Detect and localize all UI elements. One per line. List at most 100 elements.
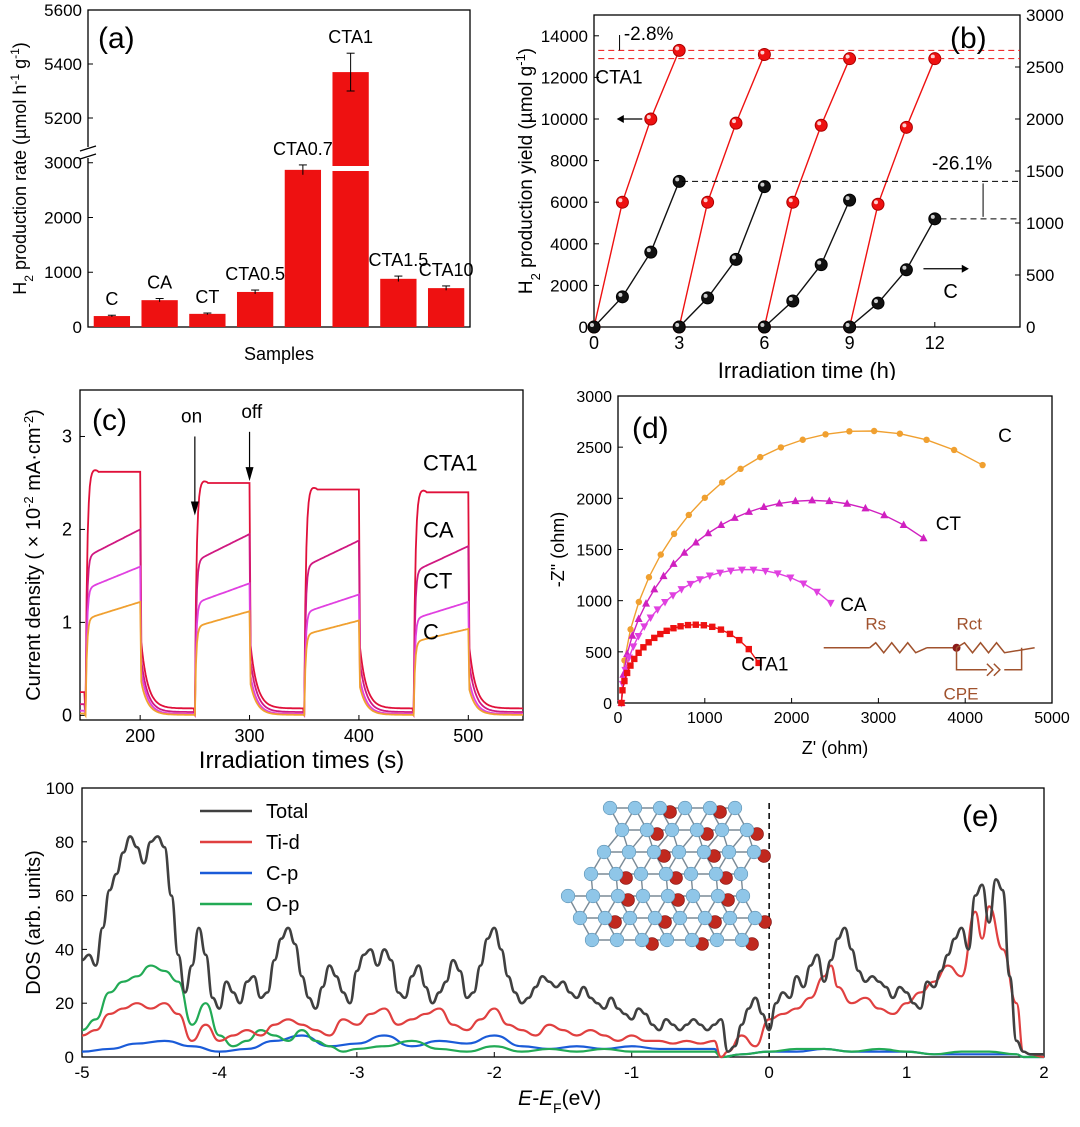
series-CTA1-point [631,655,638,663]
series-C-point [757,180,771,194]
point-highlight [590,323,594,327]
y-tick-label: 5200 [44,109,82,128]
y-tick-label: 3000 [44,154,82,173]
series-CTA1-point [709,623,716,631]
panel-label: (d) [632,412,669,445]
series-CTA1-point [745,645,752,653]
y-axis-title-part: ) [516,48,537,54]
series-C-line [763,199,851,328]
atom-o [684,932,700,948]
x-tick-label: 5000 [1034,710,1070,727]
series-CTA1-point [786,195,800,209]
series-CA-curve [80,527,523,716]
series-CTA1-point [619,687,626,694]
atom-o [635,888,651,904]
x-tick-label: 400 [344,726,374,746]
series-CTA1-point [644,112,658,126]
atom-o [647,910,663,926]
atom-o [677,800,693,816]
chart-panel-b: 0 3 6 9 12 0 2000 4000 6000 8000 10000 12000 14000 0 5… [510,0,1080,383]
x-tick-label: 500 [453,726,483,746]
series-CT-point [759,502,768,511]
x-tick-label: -2 [487,1063,502,1082]
atom-o [735,888,751,904]
series-C-point [822,431,829,438]
bar-CTA0.5 [236,291,274,327]
series-CA-point [786,574,795,583]
series-CTA1-point [621,677,628,685]
atom-o [722,910,738,926]
series-C-curve [80,600,523,719]
x-tick-label: 0 [589,333,599,353]
x-tick-label: 6 [759,333,769,353]
atom-o [672,910,688,926]
series-C-line [678,186,766,328]
circuit-cpe [986,663,1001,677]
point-highlight [703,198,708,203]
atom-o [664,822,680,838]
x-axis-title-part: F [553,1100,562,1116]
atom-o [633,866,649,882]
y-tick-label: 1000 [44,263,82,282]
circuit-resistor-rct [956,641,1035,654]
chart-e-svg: -5 -4 -3 -2 -1 0 1 2020406080100TotalTi-dC-pO-p… [23,779,1049,1116]
x-tick-label: 4000 [947,710,983,727]
series-CTA1-point [627,662,634,669]
series-C-point [814,258,828,272]
y-axis-title-part: H [516,280,537,294]
series-CTA1-point [692,621,699,628]
point-highlight [646,115,651,119]
atom-o [634,932,650,948]
y-axis-title: Current density ( × 10-2 mA·cm-2) [21,409,46,701]
series-C-point [729,252,743,266]
point-highlight [760,50,765,55]
series-label-CA: CA [423,517,454,542]
series-C-point [843,193,857,207]
series-C-point [843,320,857,334]
atom-o [584,932,600,948]
y-axis-title: DOS (arb. units) [23,850,45,994]
axis-break-mark [79,153,97,160]
series-CTA1-point [618,699,625,707]
y-axis-title: -Z" (ohm) [548,512,568,587]
series-CTA1-point [701,195,715,209]
plot-frame [617,395,1053,704]
point-highlight [902,123,907,128]
series-CTA1-point [635,649,642,657]
y-axis-title-part: -1 [513,54,528,66]
series-CT-point [919,533,928,542]
y-tick-label-right: 2500 [1026,58,1064,77]
y-tick-label: 1000 [576,594,612,611]
panel-label: (b) [950,22,987,55]
point-highlight [930,54,935,59]
y-tick-label: 0 [62,705,72,725]
series-CTA1-point [871,197,885,211]
series-C-point [799,436,806,443]
x-tick-label: 300 [235,726,265,746]
y-axis-title-part: -2 [21,496,36,508]
y-tick-label-left: 14000 [541,27,588,46]
series-CTA1-curve [80,469,523,716]
point-highlight [788,198,793,203]
atom-o [646,844,662,860]
annotation-cta1-label: CTA1 [595,68,642,89]
series-CTA1-point [684,621,692,629]
legend-label-C-p: C-p [266,863,298,885]
y-tick-label: 2000 [44,208,82,227]
point-highlight [646,248,651,253]
series-C-point [627,626,634,633]
series-CTA1-line [593,50,680,328]
series-CA-point [661,598,670,607]
atom-o [585,888,601,904]
y-tick-label-right: 2000 [1026,110,1064,129]
series-CT-point [843,499,852,507]
point-highlight [618,198,623,203]
series-CTA1-point [755,659,762,667]
series-CA-point [646,614,655,623]
bar-break-gap [331,166,370,171]
axis-break-mark [79,145,97,152]
plot-frame [87,9,471,328]
bar-CTA10 [427,288,465,327]
y-axis-title-part: ) [10,42,30,48]
legend-label-Ti-d: Ti-d [266,832,300,854]
